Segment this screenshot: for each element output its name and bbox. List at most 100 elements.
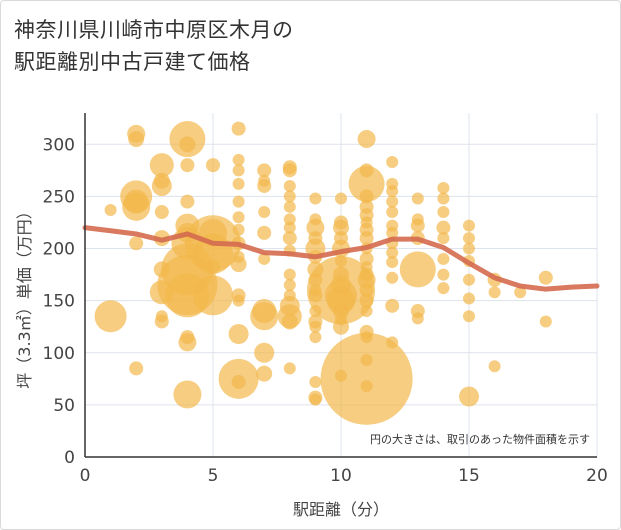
data-bubble [463,219,475,232]
data-bubble [257,178,272,193]
data-bubble [282,231,297,246]
data-bubble [359,283,374,298]
data-bubble [281,313,298,330]
y-tick-label: 300 [43,135,75,155]
data-bubble [128,131,145,148]
data-bubble [437,232,450,245]
trend-line [82,225,600,292]
data-bubble [129,236,144,251]
x-tick-label: 0 [80,466,91,486]
data-bubble [333,219,349,236]
data-bubble [357,270,376,289]
data-bubble [463,273,475,286]
data-bubble [193,275,233,316]
data-bubble [283,179,296,192]
y-tick-label: 250 [43,187,75,207]
data-bubble [178,333,197,352]
x-axis-label: 駅距離（分） [293,500,389,519]
data-bubble [283,279,296,291]
data-bubble [436,220,451,235]
data-bubble [386,256,399,269]
data-bubble [173,380,202,409]
data-bubble [149,153,174,178]
axes [84,113,597,458]
data-bubble [206,158,220,173]
data-bubble [309,375,322,388]
data-bubble [250,302,279,331]
data-bubble [514,286,527,299]
data-bubble [283,362,296,375]
data-bubble [254,342,275,363]
data-bubble [282,163,297,178]
data-bubble [538,270,553,285]
data-bubble [359,231,374,246]
data-bubble [309,393,322,406]
data-bubble [437,282,450,295]
data-bubble [283,221,296,234]
data-bubble [230,256,247,273]
data-bubble [320,332,413,425]
data-bubble [309,331,322,344]
data-bubble [180,158,195,173]
data-bubble [232,177,245,190]
data-bubble [386,185,399,198]
data-bubble [129,361,144,376]
data-bubble [360,305,373,318]
data-bubble [539,315,552,328]
data-bubble [309,320,322,333]
data-bubble [228,323,249,344]
data-bubble [104,203,117,216]
data-bubble [488,286,501,299]
data-bubble [179,136,196,153]
data-bubble [459,386,479,407]
data-bubble [463,232,475,245]
data-bubble [437,192,450,205]
data-bubble [232,294,245,307]
data-bubble [463,242,475,255]
data-bubble [256,365,273,382]
data-bubble [232,223,245,236]
data-bubble [232,164,245,177]
chart-title-line-1: 神奈川県川崎市中原区木月の [14,18,294,42]
data-bubble [410,218,425,233]
data-bubble [122,192,151,221]
data-bubble [399,251,436,288]
data-bubble [437,182,450,195]
data-bubble [151,175,172,196]
y-tick-label: 200 [43,240,75,260]
data-bubble [154,314,169,329]
data-bubble [257,225,272,240]
data-bubble [232,153,245,166]
data-bubble [94,300,127,333]
data-bubble [335,192,347,205]
data-bubble [258,206,271,219]
data-bubble [359,293,374,308]
data-bubble [463,292,475,305]
data-bubble [411,312,424,325]
data-bubble [333,318,349,335]
tick-labels: 0 50 100 150 200 250 300 0 5 10 15 20 [43,135,608,486]
y-tick-label: 150 [43,292,75,312]
y-tick-label: 0 [64,448,75,468]
data-bubble [385,298,400,313]
data-bubble [283,190,296,203]
data-bubble [231,121,246,136]
data-bubble [386,195,399,208]
data-bubble [386,226,399,239]
data-bubble [283,213,296,226]
data-bubble [357,130,376,149]
data-bubble [411,192,424,205]
data-bubble [348,165,385,202]
data-bubble [437,268,450,281]
size-annotation: 円の大きさは、取引のあった物件面積を示す [370,432,590,446]
data-bubble [306,218,325,237]
data-bubble [206,260,220,275]
y-tick-label: 50 [53,396,75,416]
y-tick-label: 100 [43,344,75,364]
data-bubble [154,205,169,220]
data-bubble [437,206,450,219]
data-bubble [437,252,450,265]
data-bubble [360,380,373,393]
chart-title-line-2: 駅距離別中古戸建て価格 [14,50,251,74]
